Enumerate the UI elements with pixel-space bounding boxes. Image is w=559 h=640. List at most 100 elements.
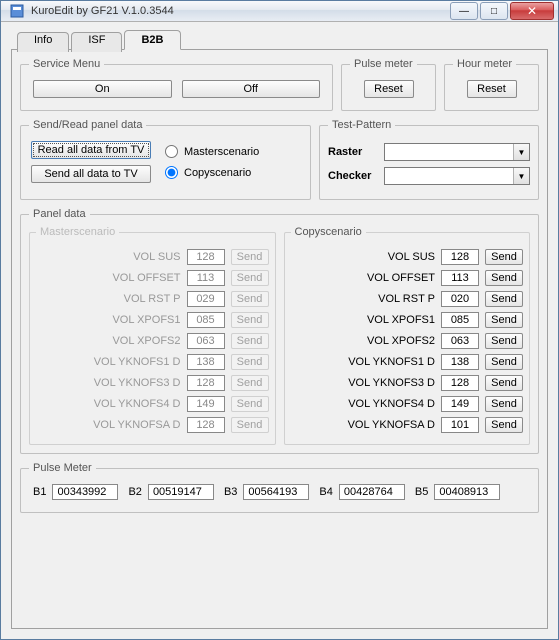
copy-param-input[interactable] xyxy=(441,354,479,370)
copy-param-send-button[interactable]: Send xyxy=(485,396,523,412)
copy-param-input[interactable] xyxy=(441,375,479,391)
radio-masterscenario[interactable]: Masterscenario xyxy=(165,145,259,158)
titlebar[interactable]: KuroEdit by GF21 V.1.0.3544 — □ ✕ xyxy=(1,1,558,22)
master-param-row: VOL OFFSET Send xyxy=(36,270,269,286)
service-menu-group: Service Menu On Off xyxy=(20,58,333,111)
copy-param-label: VOL YKNOFS4 D xyxy=(291,398,436,410)
master-param-input xyxy=(187,396,225,412)
radio-masterscenario-label: Masterscenario xyxy=(184,146,259,158)
tab-strip: Info ISF B2B xyxy=(17,30,548,50)
pulse-meter-group: Pulse meter Reset xyxy=(341,58,436,111)
copy-param-label: VOL YKNOFSA D xyxy=(291,419,436,431)
tab-info[interactable]: Info xyxy=(17,32,69,52)
raster-dropdown[interactable]: ▼ xyxy=(384,143,530,161)
master-param-label: VOL XPOFS2 xyxy=(36,335,181,347)
master-param-label: VOL YKNOFS4 D xyxy=(36,398,181,410)
copy-param-label: VOL YKNOFS3 D xyxy=(291,377,436,389)
test-pattern-legend: Test-Pattern xyxy=(328,119,395,131)
pulsemeter-label: B2 xyxy=(128,486,141,498)
radio-copyscenario[interactable]: Copyscenario xyxy=(165,166,259,179)
pulse-reset-button[interactable]: Reset xyxy=(364,80,414,98)
master-param-send-button: Send xyxy=(231,249,269,265)
hour-meter-group: Hour meter Reset xyxy=(444,58,539,111)
copy-param-send-button[interactable]: Send xyxy=(485,270,523,286)
read-all-button[interactable]: Read all data from TV xyxy=(31,141,151,159)
master-param-send-button: Send xyxy=(231,354,269,370)
master-param-label: VOL YKNOFSA D xyxy=(36,419,181,431)
master-param-label: VOL YKNOFS3 D xyxy=(36,377,181,389)
copy-param-input[interactable] xyxy=(441,312,479,328)
pulsemeter-value[interactable] xyxy=(243,484,309,500)
pulsemeter-label: B1 xyxy=(33,486,46,498)
copy-param-row: VOL RST PSend xyxy=(291,291,524,307)
copy-param-send-button[interactable]: Send xyxy=(485,312,523,328)
copy-param-row: VOL YKNOFSA D Send xyxy=(291,417,524,433)
hour-meter-legend: Hour meter xyxy=(453,58,516,70)
copy-param-input[interactable] xyxy=(441,249,479,265)
copy-param-send-button[interactable]: Send xyxy=(485,354,523,370)
master-param-input xyxy=(187,333,225,349)
radio-masterscenario-input[interactable] xyxy=(165,145,178,158)
masterscenario-legend: Masterscenario xyxy=(36,226,119,238)
maximize-button[interactable]: □ xyxy=(480,2,508,20)
copy-param-input[interactable] xyxy=(441,396,479,412)
master-param-input xyxy=(187,354,225,370)
copyscenario-legend: Copyscenario xyxy=(291,226,366,238)
master-param-input xyxy=(187,249,225,265)
copy-param-send-button[interactable]: Send xyxy=(485,249,523,265)
master-param-send-button: Send xyxy=(231,333,269,349)
pulse-meter-bottom-legend: Pulse Meter xyxy=(29,462,96,474)
copy-param-row: VOL XPOFS2 Send xyxy=(291,333,524,349)
panel-data-group: Panel data Masterscenario VOL SUSSendVOL… xyxy=(20,208,539,454)
master-param-row: VOL YKNOFS4 DSend xyxy=(36,396,269,412)
service-on-button[interactable]: On xyxy=(33,80,172,98)
send-read-legend: Send/Read panel data xyxy=(29,119,146,131)
masterscenario-group: Masterscenario VOL SUSSendVOL OFFSETSend… xyxy=(29,226,276,445)
copy-param-row: VOL YKNOFS4 D Send xyxy=(291,396,524,412)
pulsemeter-value[interactable] xyxy=(52,484,118,500)
raster-label: Raster xyxy=(328,146,378,158)
copy-param-input[interactable] xyxy=(441,270,479,286)
master-param-send-button: Send xyxy=(231,270,269,286)
chevron-down-icon: ▼ xyxy=(513,168,529,184)
tab-isf[interactable]: ISF xyxy=(71,32,122,52)
copy-param-row: VOL SUS Send xyxy=(291,249,524,265)
copy-param-send-button[interactable]: Send xyxy=(485,417,523,433)
copy-param-input[interactable] xyxy=(441,291,479,307)
pulsemeter-value[interactable] xyxy=(148,484,214,500)
copy-param-input[interactable] xyxy=(441,333,479,349)
app-icon xyxy=(9,3,25,19)
radio-copyscenario-input[interactable] xyxy=(165,166,178,179)
minimize-button[interactable]: — xyxy=(450,2,478,20)
hour-reset-button[interactable]: Reset xyxy=(467,80,517,98)
copy-param-label: VOL XPOFS2 xyxy=(291,335,436,347)
copy-param-label: VOL SUS xyxy=(291,251,436,263)
copy-param-send-button[interactable]: Send xyxy=(485,333,523,349)
pulsemeter-label: B5 xyxy=(415,486,428,498)
copy-param-label: VOL XPOFS1 xyxy=(291,314,436,326)
close-button[interactable]: ✕ xyxy=(510,2,554,20)
tab-b2b[interactable]: B2B xyxy=(124,30,180,50)
master-param-send-button: Send xyxy=(231,291,269,307)
copy-param-send-button[interactable]: Send xyxy=(485,291,523,307)
master-param-input xyxy=(187,375,225,391)
master-param-input xyxy=(187,417,225,433)
copyscenario-group: Copyscenario VOL SUSSendVOL OFFSETSendVO… xyxy=(284,226,531,445)
master-param-row: VOL RST PSend xyxy=(36,291,269,307)
copy-param-row: VOL OFFSETSend xyxy=(291,270,524,286)
copy-param-input[interactable] xyxy=(441,417,479,433)
app-window: KuroEdit by GF21 V.1.0.3544 — □ ✕ Info I… xyxy=(0,0,559,640)
pulsemeter-value[interactable] xyxy=(339,484,405,500)
chevron-down-icon: ▼ xyxy=(513,144,529,160)
copy-param-send-button[interactable]: Send xyxy=(485,375,523,391)
service-menu-legend: Service Menu xyxy=(29,58,104,70)
master-param-label: VOL OFFSET xyxy=(36,272,181,284)
service-off-button[interactable]: Off xyxy=(182,80,321,98)
pulse-meter-bottom-group: Pulse Meter B1B2B3B4B5 xyxy=(20,462,539,513)
master-param-row: VOL YKNOFS1 DSend xyxy=(36,354,269,370)
pulsemeter-label: B3 xyxy=(224,486,237,498)
checker-dropdown[interactable]: ▼ xyxy=(384,167,530,185)
send-all-button[interactable]: Send all data to TV xyxy=(31,165,151,183)
pulsemeter-value[interactable] xyxy=(434,484,500,500)
master-param-row: VOL XPOFS1Send xyxy=(36,312,269,328)
